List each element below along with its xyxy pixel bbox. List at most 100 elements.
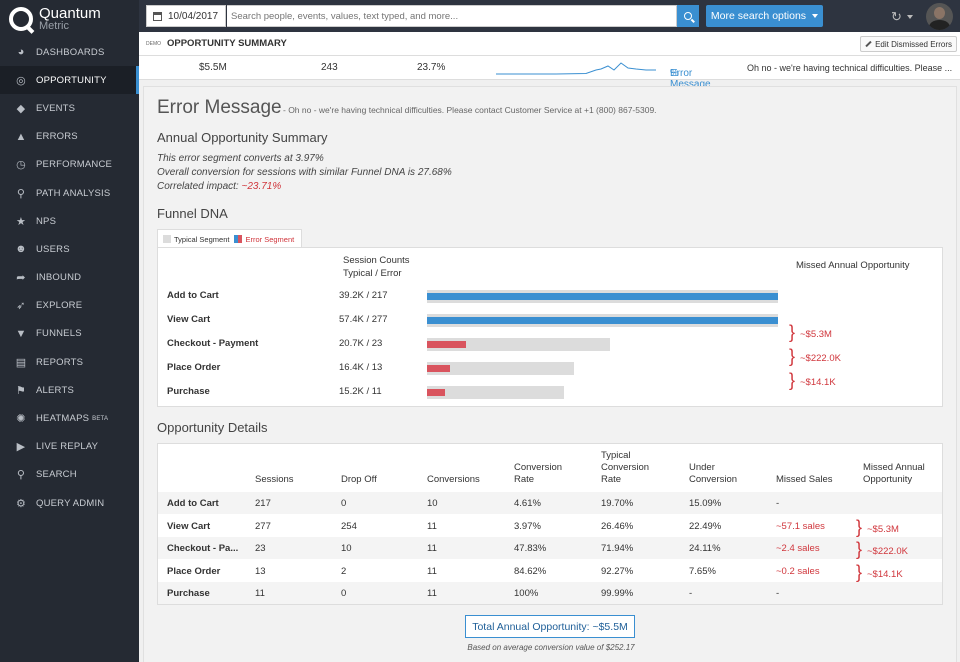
tags-icon: ◆ <box>16 102 26 115</box>
sidebar-item-errors[interactable]: ▲ ERRORS <box>0 123 139 151</box>
table-cell: View Cart <box>167 520 211 532</box>
page-title: Error Message <box>157 97 282 118</box>
sidebar-item-label: OPPORTUNITY <box>36 74 107 86</box>
edit-dismissed-errors-button[interactable]: Edit Dismissed Errors <box>860 36 957 52</box>
column-header: Typical Conversion Rate <box>601 450 650 485</box>
table-cell: 22.49% <box>689 520 722 532</box>
sidebar-item-users[interactable]: ☻ USERS <box>0 235 139 263</box>
table-cell: 10 <box>341 543 352 554</box>
sidebar-item-label: EXPLORE <box>36 300 83 312</box>
table-cell: 15.09% <box>689 498 722 509</box>
avatar[interactable] <box>926 3 953 30</box>
walker-icon: ⚲ <box>16 187 26 200</box>
funnel-missed-value: ~$14.1K <box>800 377 836 388</box>
pencil-icon <box>865 40 872 48</box>
table-row[interactable]: Purchase 11 0 11 100% 99.99% - - <box>158 582 942 604</box>
funnel-col-counts-2: Typical / Error <box>343 268 402 279</box>
correlated-impact-value: ~23.71% <box>241 181 282 192</box>
funnel-legend[interactable]: Typical Segment Error Segment <box>157 229 302 248</box>
sidebar-item-explore[interactable]: ➶ EXPLORE <box>0 292 139 320</box>
funnel-step-counts: 39.2K / 217 <box>339 290 388 301</box>
brand-name: Quantum <box>39 5 101 22</box>
metric-opportunity: $5.5M <box>199 62 227 73</box>
funnel-step-label: View Cart <box>167 314 211 325</box>
funnel-error-bar <box>427 389 445 396</box>
table-cell: 10 <box>427 498 438 509</box>
rocket-icon: ➶ <box>16 300 26 313</box>
filter-icon: ▼ <box>15 327 27 340</box>
pie-chart-icon: ◕ <box>17 46 25 59</box>
sidebar-item-path-analysis[interactable]: ⚲ PATH ANALYSIS <box>0 179 139 207</box>
logo-icon <box>9 7 33 31</box>
details-heading: Opportunity Details <box>157 420 268 435</box>
sidebar-item-nps[interactable]: ★ NPS <box>0 207 139 235</box>
funnel-col-counts-1: Session Counts <box>343 255 410 266</box>
funnel-missed-value: ~$222.0K <box>800 353 841 364</box>
table-cell: 3.97% <box>514 520 541 532</box>
metric-sessions: 243 <box>321 62 338 73</box>
table-row[interactable]: Place Order 13 2 11 84.62% 92.27% 7.65% ~0.2 sa… <box>158 560 942 582</box>
search-button[interactable] <box>677 5 699 27</box>
search-icon: ⚲ <box>16 469 26 482</box>
funnel-error-bar <box>427 365 450 372</box>
table-row[interactable]: Add to Cart 217 0 10 4.61% 19.70% 15.09% - <box>158 492 942 514</box>
funnel-error-bar <box>427 341 466 348</box>
details-missed-value: ~$14.1K <box>867 568 903 580</box>
table-cell: 26.46% <box>601 520 634 532</box>
funnel-step-counts: 57.4K / 277 <box>339 314 388 325</box>
funnel-heading: Funnel DNA <box>157 206 228 221</box>
sidebar-item-live-replay[interactable]: ▶ LIVE REPLAY <box>0 433 139 461</box>
bracket-icon: } <box>856 539 863 559</box>
funnel-panel: Session Counts Typical / Error Missed Ann… <box>157 247 943 407</box>
funnel-error-bar <box>427 317 778 324</box>
sidebar-item-label: PATH ANALYSIS <box>36 187 111 199</box>
sidebar-item-events[interactable]: ◆ EVENTS <box>0 94 139 122</box>
bracket-icon: } <box>789 370 796 390</box>
table-row[interactable]: Checkout - Pa... 23 10 11 47.83% 71.94% 24.11%… <box>158 537 942 559</box>
sidebar-item-alerts[interactable]: ⚑ ALERTS <box>0 376 139 404</box>
table-cell: 2 <box>341 565 347 577</box>
calendar-icon <box>153 11 162 21</box>
table-cell: ~2.4 sales <box>776 543 820 554</box>
sidebar-item-query-admin[interactable]: ⚙ QUERY ADMIN <box>0 489 139 517</box>
refresh-icon[interactable]: ↻ <box>891 9 902 24</box>
sidebar-item-heatmaps[interactable]: ✺ HEATMAPS BETA <box>0 404 139 432</box>
segment-title: OPPORTUNITY SUMMARY <box>167 38 287 49</box>
sidebar-item-label: DASHBOARDS <box>36 46 105 58</box>
funnel-step-counts: 15.2K / 11 <box>339 386 382 397</box>
sidebar-item-search[interactable]: ⚲ SEARCH <box>0 461 139 489</box>
metrics-row[interactable]: $5.5M 243 23.7% % Error Message Oh no - … <box>139 56 960 90</box>
page-subtitle: - Oh no - we're having technical difficu… <box>283 105 657 115</box>
sidebar-item-label: ALERTS <box>36 384 74 396</box>
target-icon: ◎ <box>16 74 26 87</box>
play-icon: ▶ <box>16 441 26 454</box>
table-row[interactable]: View Cart 277 254 11 3.97% 26.46% 22.49% ~57.1 … <box>158 515 942 537</box>
table-cell: 99.99% <box>601 588 634 599</box>
sidebar-item-inbound[interactable]: ➦ INBOUND <box>0 264 139 292</box>
sidebar-item-dashboards[interactable]: ◕ DASHBOARDS <box>0 38 139 66</box>
bracket-icon: } <box>856 561 863 582</box>
sidebar-item-performance[interactable]: ◷ PERFORMANCE <box>0 151 139 179</box>
sidebar-item-funnels[interactable]: ▼ FUNNELS <box>0 320 139 348</box>
table-cell: ~57.1 sales <box>776 520 825 532</box>
edit-dismissed-errors-label: Edit Dismissed Errors <box>875 39 952 49</box>
funnel-step-label: Purchase <box>167 386 210 397</box>
sidebar-item-label: USERS <box>36 243 70 255</box>
date-picker[interactable]: 10/04/2017 <box>146 5 226 27</box>
table-cell: Place Order <box>167 565 221 577</box>
sidebar-item-reports[interactable]: ▤ REPORTS <box>0 348 139 376</box>
refresh-caret-icon[interactable] <box>907 15 913 19</box>
more-search-options-button[interactable]: More search options <box>706 5 823 27</box>
search-icon <box>684 12 692 20</box>
more-search-options-label: More search options <box>710 10 807 22</box>
funnel-missed-value: ~$5.3M <box>800 329 832 340</box>
file-icon: ▤ <box>15 356 27 369</box>
funnel-typical-bar <box>427 338 610 351</box>
column-header: Missed Annual Opportunity <box>863 462 925 485</box>
search-input[interactable] <box>227 5 677 27</box>
sidebar-item-opportunity[interactable]: ◎ OPPORTUNITY <box>0 66 139 95</box>
table-cell: 0 <box>341 498 347 509</box>
table-cell: Purchase <box>167 588 210 599</box>
quantum-metric-logo[interactable]: Quantum Metric <box>0 0 139 38</box>
table-cell: 19.70% <box>601 498 634 509</box>
